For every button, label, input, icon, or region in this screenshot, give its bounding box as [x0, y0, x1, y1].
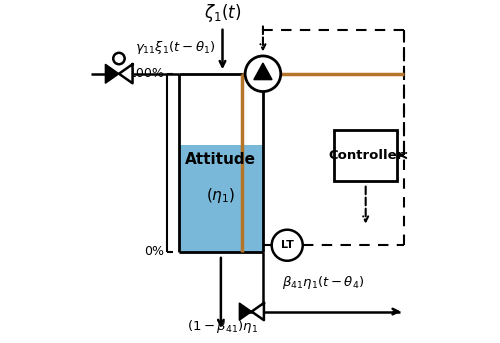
Bar [334, 130, 397, 180]
Polygon shape [254, 63, 272, 80]
Text: Attitude: Attitude [186, 152, 256, 167]
Text: $\zeta_1(t)$: $\zeta_1(t)$ [204, 2, 241, 24]
Text: $(\eta_1)$: $(\eta_1)$ [206, 186, 236, 204]
Text: LT: LT [281, 240, 293, 250]
Circle shape [245, 56, 280, 92]
Text: 0%: 0% [144, 245, 165, 258]
Text: Controller: Controller [328, 149, 404, 162]
Text: $\beta_{41}\eta_1(t-\theta_4)$: $\beta_{41}\eta_1(t-\theta_4)$ [282, 274, 364, 291]
Circle shape [272, 230, 302, 261]
Text: $(1-\beta_{41})\eta_1$: $(1-\beta_{41})\eta_1$ [187, 318, 258, 335]
Text: $\gamma_{11}\xi_1(t-\theta_1)$: $\gamma_{11}\xi_1(t-\theta_1)$ [135, 39, 216, 56]
Bar [179, 145, 263, 252]
Polygon shape [106, 64, 119, 83]
Polygon shape [252, 303, 264, 320]
Polygon shape [240, 303, 252, 320]
Polygon shape [119, 64, 132, 83]
Text: 100%: 100% [128, 67, 164, 80]
